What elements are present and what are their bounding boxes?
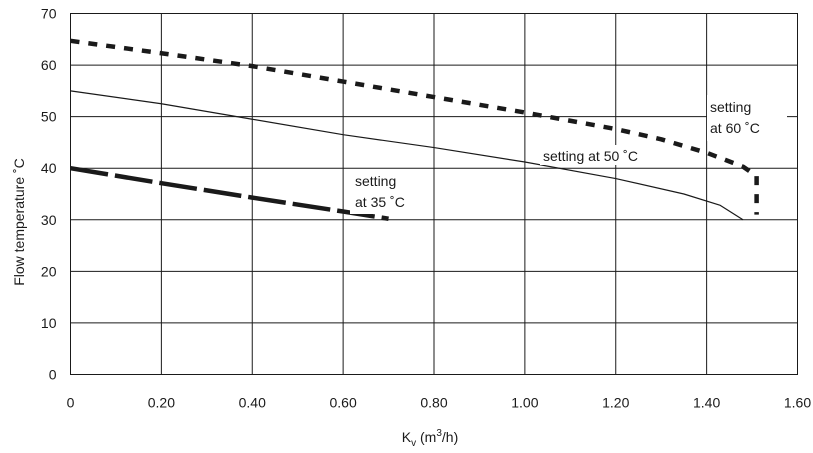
annotation-60-line-1: setting (710, 99, 751, 115)
annotation-setting-60: setting at 60 ˚C (707, 95, 787, 141)
x-axis-title: Kv (m3/h) (402, 428, 458, 449)
series-line-dotted-thick (70, 38, 759, 215)
annotation-setting-35: setting at 35 ˚C (350, 170, 426, 214)
x-tick-label: 0 (67, 395, 75, 411)
x-axis-title-main: K (402, 429, 412, 445)
y-tick-label: 70 (41, 6, 57, 22)
annotation-60-line-2: at 60 ˚C (710, 120, 760, 136)
x-tick-label: 1.40 (693, 395, 720, 411)
y-tick-label: 50 (41, 109, 57, 125)
series-line-dashed-thick (70, 165, 389, 221)
x-axis-title-unit-sup: 3 (436, 428, 442, 439)
y-axis-title: Flow temperature ˚C (11, 158, 27, 286)
x-tick-label: 1.00 (511, 395, 538, 411)
annotation-50-line-1: setting at 50 ˚C (543, 148, 638, 164)
y-tick-label: 10 (41, 315, 57, 331)
annotation-35-line-1: setting (355, 173, 396, 189)
x-tick-label: 0.20 (148, 395, 175, 411)
y-tick-label: 40 (41, 160, 57, 176)
y-tick-label: 20 (41, 263, 57, 279)
x-tick-label: 1.20 (602, 395, 629, 411)
x-tick-label: 0.80 (420, 395, 447, 411)
y-tick-label: 0 (49, 367, 57, 383)
y-tick-labels: 0 10 20 30 40 50 60 70 (41, 6, 57, 383)
x-tick-label: 1.60 (784, 395, 811, 411)
y-tick-label: 30 (41, 212, 57, 228)
plot-frame (70, 13, 798, 375)
annotation-setting-50: setting at 50 ˚C (540, 145, 662, 165)
annotation-35-line-2: at 35 ˚C (355, 194, 405, 210)
x-axis-title-sub: v (411, 438, 416, 449)
y-tick-label: 60 (41, 57, 57, 73)
series-line-thin-solid (70, 90, 744, 221)
grid (70, 13, 798, 375)
x-axis-title-unit-prefix: (m (416, 429, 436, 445)
x-tick-label: 0.60 (330, 395, 357, 411)
x-tick-label: 0.40 (239, 395, 266, 411)
x-tick-labels: 0 0.20 0.40 0.60 0.80 1.00 1.20 1.40 1.60 (67, 395, 812, 411)
x-axis-title-unit-suffix: /h) (442, 429, 458, 445)
